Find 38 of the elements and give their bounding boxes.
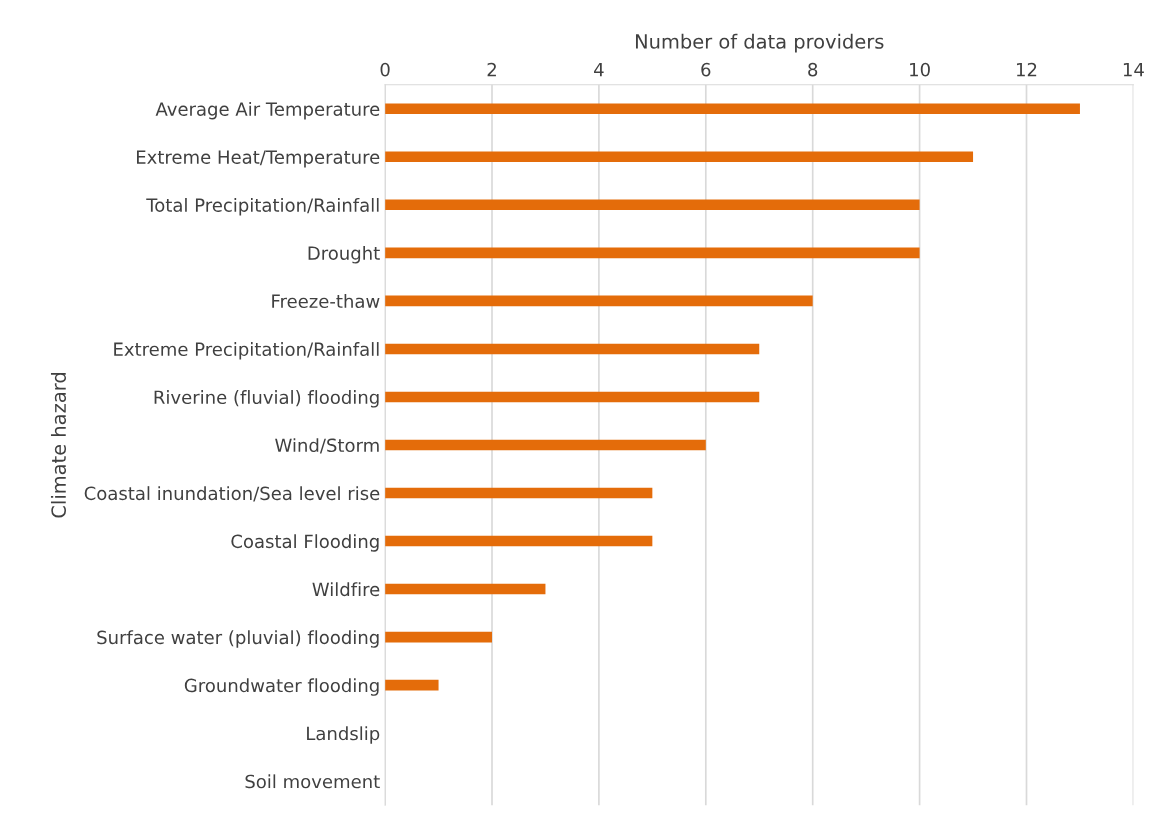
- bar: [385, 535, 653, 547]
- bar: [385, 199, 920, 211]
- y-tick-label: Extreme Heat/Temperature: [137, 150, 380, 168]
- bar: [385, 439, 706, 451]
- bar: [385, 151, 974, 163]
- y-tick-label: Wildfire: [312, 582, 380, 597]
- x-tick-label: 8: [808, 62, 818, 77]
- bar: [385, 295, 813, 307]
- y-axis-title: Climate hazard: [50, 373, 67, 518]
- x-tick-label: 0: [380, 62, 390, 77]
- y-tick-label: Average Air Temperature: [155, 101, 380, 120]
- x-tick-label: 14: [1123, 62, 1144, 77]
- y-tick-label: Landslip: [307, 726, 380, 744]
- y-tick-label: Drought: [308, 246, 380, 264]
- x-tick-label: 6: [701, 62, 711, 77]
- bar: [385, 247, 920, 259]
- x-tick-label: 4: [594, 62, 604, 77]
- bar: [385, 487, 653, 499]
- y-tick-label: Soil movement: [245, 774, 380, 789]
- bar: [385, 679, 439, 691]
- bar: [385, 391, 760, 403]
- x-tick-label: 10: [910, 62, 930, 77]
- bar: [385, 103, 1080, 115]
- bar: [385, 583, 546, 595]
- y-tick-label: Groundwater flooding: [184, 678, 379, 696]
- x-axis-title: Number of data providers: [635, 33, 884, 53]
- y-tick-label: Riverine (fluvial) flooding: [154, 390, 379, 408]
- y-tick-label: Surface water (pluvial) flooding: [97, 630, 379, 648]
- y-tick-label: Coastal Flooding: [231, 534, 379, 552]
- y-tick-label: Extreme Precipitation/Rainfall: [114, 342, 379, 360]
- bar: [385, 343, 760, 355]
- y-tick-label: Total Precipitation/Rainfall: [146, 197, 379, 216]
- x-tick-label: 12: [1016, 62, 1037, 77]
- y-tick-label: Freeze-thaw: [272, 294, 380, 309]
- y-tick-label: Coastal inundation/Sea level rise: [84, 486, 380, 502]
- y-tick-label: Wind/Storm: [275, 438, 379, 454]
- bar: [385, 631, 492, 643]
- x-tick-label: 2: [487, 62, 496, 77]
